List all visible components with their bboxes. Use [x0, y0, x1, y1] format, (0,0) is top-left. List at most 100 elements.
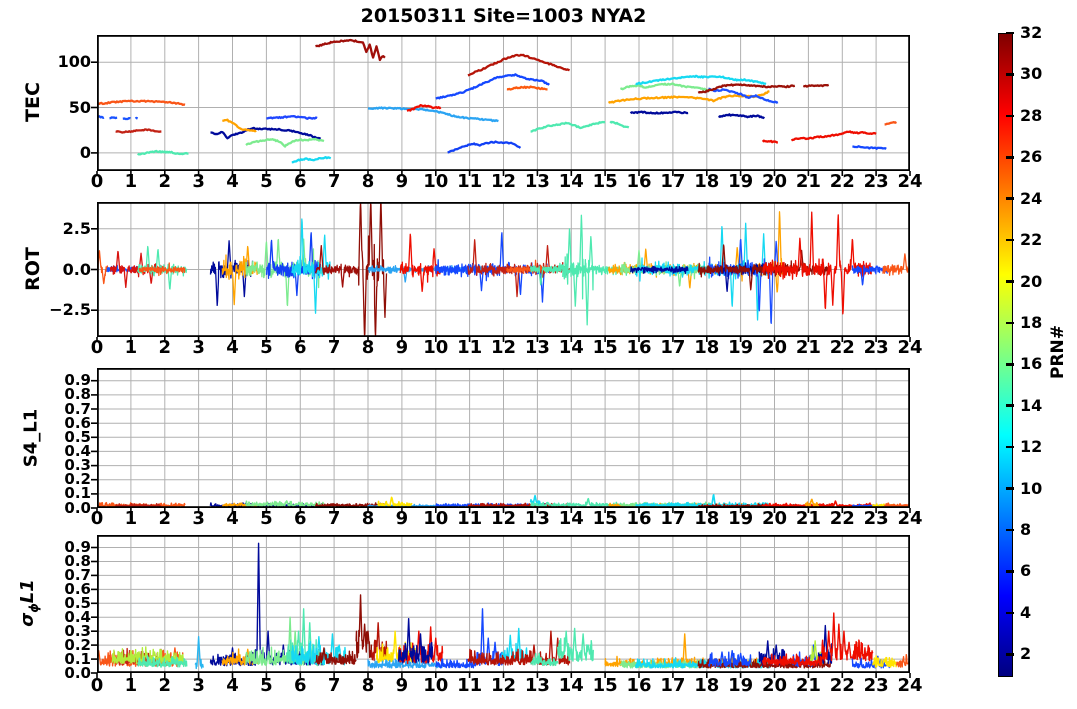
series-prn-30: [115, 128, 162, 134]
colorbar-tick: [1006, 114, 1014, 118]
ROT-noise-segment: [506, 259, 549, 275]
y-tick-label: 0.5: [64, 427, 91, 446]
colorbar-tick: [1006, 280, 1014, 283]
colorbar-tick: [1006, 487, 1014, 490]
S4_L1-noise-segment: [804, 498, 820, 507]
x-tick-label: 12: [490, 337, 517, 358]
ROT-noise-segment: [357, 202, 388, 337]
s4-l1-plot: [91, 367, 911, 513]
sigma-phi-l1-axis-label: σϕL1: [17, 579, 41, 627]
x-tick-label: 10: [423, 337, 449, 358]
colorbar-tick: [1006, 321, 1014, 325]
sigma-symbol: σ: [17, 612, 39, 627]
x-tick-label: 10: [423, 675, 449, 696]
y-tick-label: 0.9: [64, 538, 91, 557]
x-tick-label: 6: [293, 337, 307, 358]
sigma_phi_L1-noise-segment: [291, 633, 347, 666]
y-tick-label: 2.5: [62, 218, 91, 238]
x-tick-label: 14: [558, 675, 584, 696]
x-tick-label: 10: [423, 508, 449, 529]
s4-l1-axis-label: S4_L1: [20, 408, 42, 468]
series-prn-12: [291, 156, 332, 164]
series-prn-2: [629, 110, 689, 115]
series-prn-17: [245, 137, 325, 148]
axis-ticks: [91, 379, 911, 513]
y-tick-label: 0.2: [64, 470, 91, 489]
series-group: [97, 542, 910, 670]
sigma_phi_L1-noise-segment: [761, 653, 823, 667]
x-tick-label: 15: [592, 337, 618, 358]
y-tick-label: 0.4: [64, 607, 91, 626]
sigma_phi_L1-noise-segment: [821, 612, 874, 662]
chart-title: 20150311 Site=1003 NYA2: [360, 5, 647, 27]
x-tick-label: 21: [795, 675, 821, 696]
x-tick-label: 14: [558, 508, 584, 529]
x-tick-label: 11: [457, 675, 483, 696]
prn-colorbar: [998, 33, 1013, 677]
colorbar-tick-label: 14: [1020, 395, 1043, 415]
x-tick-label: 22: [829, 337, 855, 358]
sigma_phi_L1-noise-segment: [397, 626, 444, 665]
colorbar-tick-label: 16: [1020, 354, 1043, 374]
series-prn-30: [467, 53, 571, 77]
x-tick-label: 2: [158, 675, 172, 696]
x-tick-label: 13: [524, 675, 550, 696]
x-tick-label: 20: [761, 171, 788, 192]
x-tick-label: 6: [293, 171, 307, 192]
x-tick-label: 1: [124, 171, 138, 192]
y-tick-label: 0.7: [64, 399, 91, 418]
x-tick-label: 24: [897, 171, 923, 192]
x-tick-label: 0: [90, 337, 104, 358]
colorbar-tick-label: 6: [1020, 561, 1032, 581]
ROT-noise-segment: [314, 244, 359, 288]
x-tick-label: 14: [558, 171, 584, 192]
y-tick-label: 0: [79, 142, 91, 162]
y-tick-label: −2.5: [49, 300, 91, 320]
series-prn-24: [222, 118, 257, 133]
colorbar-tick-label: 30: [1020, 64, 1043, 84]
x-tick-label: 1: [124, 337, 138, 358]
colorbar-tick-label: 4: [1020, 602, 1032, 622]
series-prn-15: [530, 120, 606, 133]
x-tick-label: 11: [457, 508, 483, 529]
x-tick-label: 5: [260, 337, 273, 358]
ROT-noise-segment: [629, 265, 689, 275]
x-tick-label: 22: [829, 675, 855, 696]
y-tick-label: 0.3: [64, 456, 91, 475]
colorbar-tick-label: 22: [1020, 230, 1043, 250]
series-prn-2: [210, 126, 322, 140]
colorbar-tick: [1006, 197, 1014, 200]
x-tick-label: 17: [660, 508, 686, 529]
x-tick-label: 16: [626, 675, 652, 696]
x-tick-label: 14: [558, 337, 584, 358]
x-tick-label: 6: [293, 508, 307, 529]
plot-border: [96, 367, 911, 508]
colorbar-tick: [1006, 73, 1014, 76]
x-tick-label: 7: [327, 508, 341, 529]
x-tick-label: 9: [395, 171, 409, 192]
x-tick-label: 4: [226, 337, 239, 358]
ROT-noise-segment: [291, 218, 332, 314]
x-tick-label: 16: [626, 508, 652, 529]
x-tick-label: 0: [90, 171, 104, 192]
x-tick-label: 20: [761, 508, 788, 529]
x-tick-label: 18: [694, 171, 720, 192]
series-prn-6: [435, 73, 550, 100]
sigma_phi_L1-noise-segment: [370, 622, 388, 661]
series-prn-27: [506, 85, 548, 91]
colorbar-tick-label: 26: [1020, 147, 1043, 167]
x-tick-label: 8: [361, 171, 375, 192]
x-tick-label: 23: [863, 171, 889, 192]
sigma_phi_L1-noise-segment: [530, 652, 559, 667]
series-prn-29: [406, 104, 442, 112]
series-prn-17: [620, 82, 711, 93]
colorbar-tick-label: 12: [1020, 437, 1043, 457]
y-tick-label: 0.0: [62, 259, 91, 279]
x-tick-label: 4: [226, 508, 239, 529]
colorbar-tick: [1006, 31, 1014, 35]
series-prn-31: [803, 83, 830, 88]
y-tick-label: 0.1: [64, 484, 91, 503]
x-tick-label: 8: [361, 508, 375, 529]
colorbar-tick: [1006, 528, 1014, 532]
